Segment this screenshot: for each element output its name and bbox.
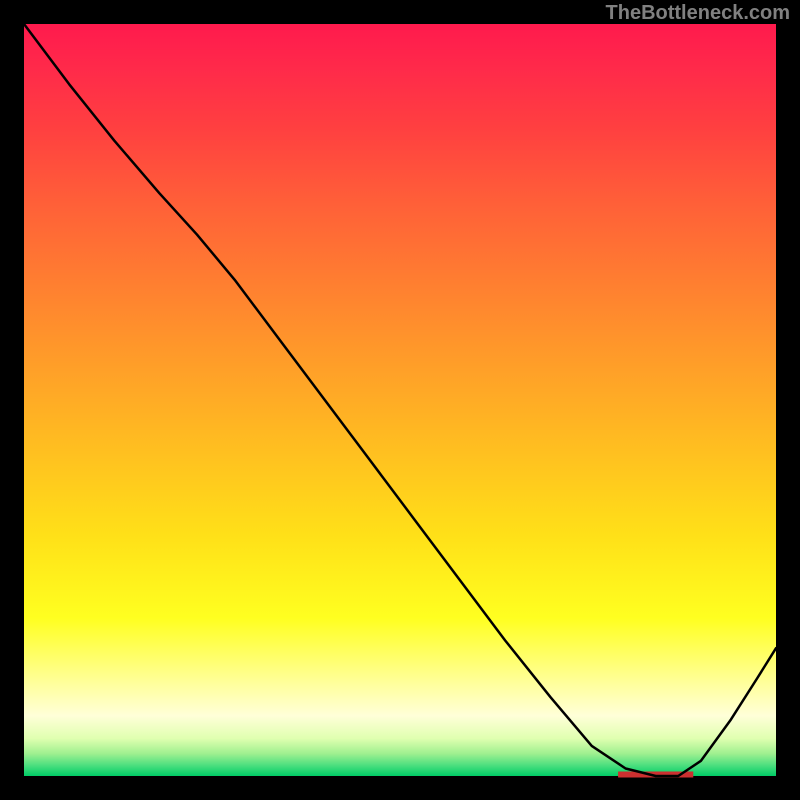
chart-svg [0,0,800,800]
watermark-text: TheBottleneck.com [606,2,790,25]
chart-container: TheBottleneck.com [0,0,800,800]
plot-gradient-background [24,24,776,776]
